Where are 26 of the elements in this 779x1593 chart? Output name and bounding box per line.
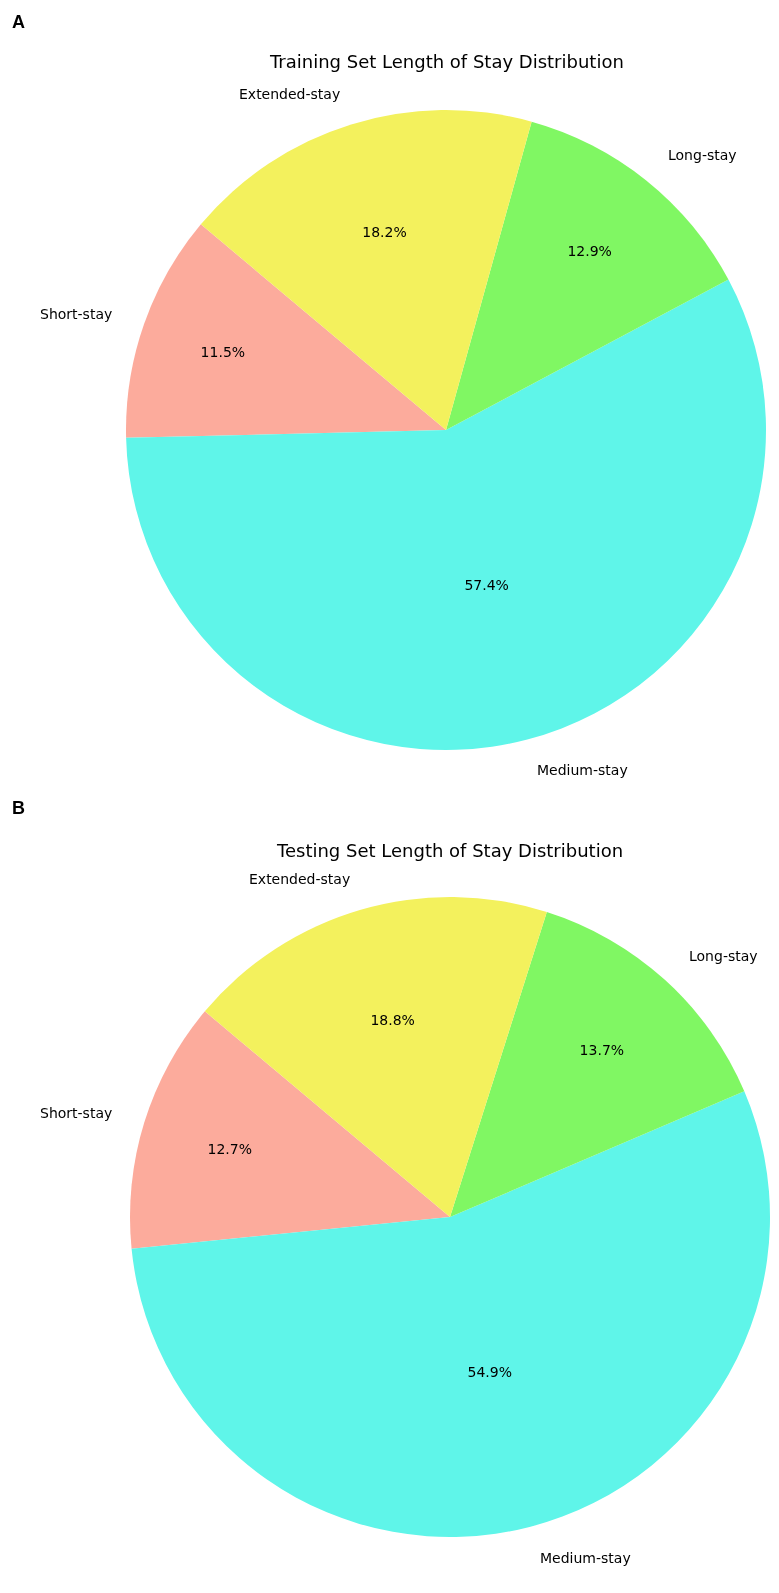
data-label: 57.4% (464, 576, 509, 593)
slice-label: Medium-stay (537, 762, 628, 778)
data-label: 11.5% (200, 343, 246, 360)
pie-slice (130, 1011, 450, 1249)
data-label: 12.7% (207, 1140, 252, 1157)
slice-label: Extended-stay (239, 86, 341, 102)
slice-label: Long-stay (689, 948, 758, 964)
text: A (12, 12, 25, 32)
pie-slice (200, 110, 532, 430)
pie-slice (204, 897, 547, 1217)
chart-title: Training Set Length of Stay Distribution (269, 51, 624, 72)
data-label: 54.9% (467, 1363, 513, 1380)
data-label: 18.8% (370, 1011, 415, 1028)
slice-label: Short-stay (40, 1105, 113, 1121)
chart-title: Testing Set Length of Stay Distribution (276, 840, 624, 861)
slice-label: Short-stay (40, 306, 113, 322)
pie-slice (131, 1091, 770, 1537)
data-label: 18.2% (362, 223, 407, 240)
pie-slice (126, 224, 446, 438)
data-label: 13.7% (579, 1041, 625, 1058)
slice-label: Extended-stay (249, 871, 351, 887)
slice-label: Long-stay (668, 147, 737, 163)
slice-label: Medium-stay (540, 1550, 631, 1566)
text: B (12, 798, 25, 818)
data-label: 12.9% (567, 242, 612, 259)
pie-slice (126, 279, 766, 750)
